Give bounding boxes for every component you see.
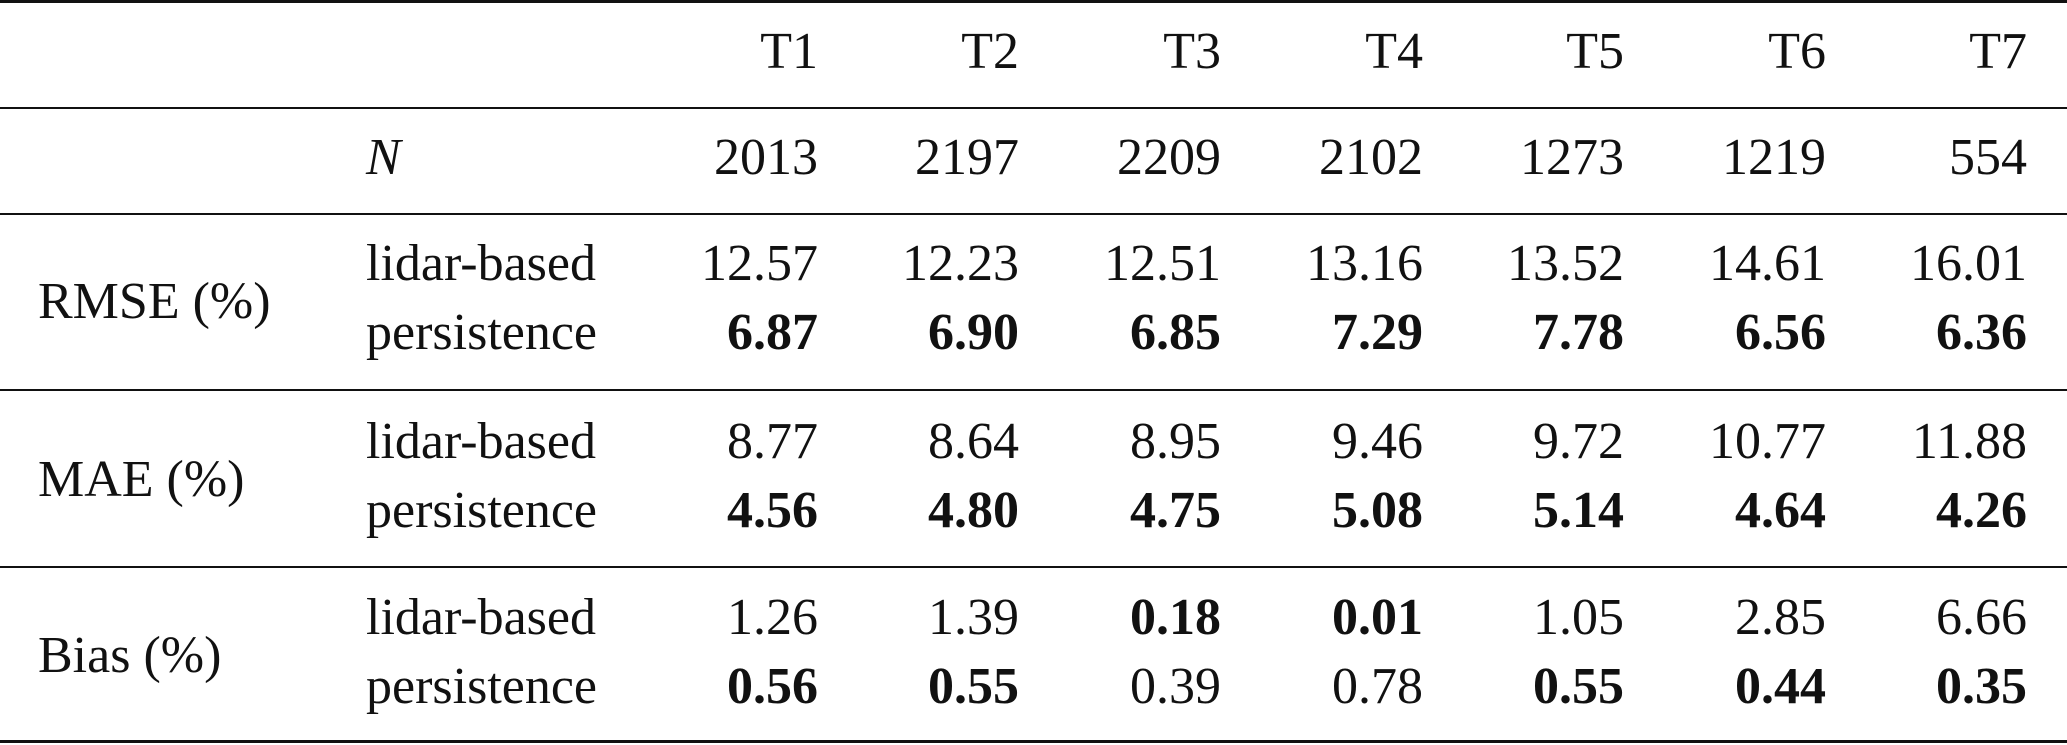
value-cell: 0.55	[928, 658, 1019, 715]
value-cell: 0.55	[1533, 658, 1624, 715]
value-cell: 12.23	[902, 235, 1019, 292]
value-cell: 6.56	[1735, 304, 1826, 361]
value-cell: 9.46	[1332, 413, 1423, 470]
value-cell: 12.51	[1104, 235, 1221, 292]
column-header: T6	[1768, 23, 1826, 80]
method-label: persistence	[366, 482, 598, 539]
method-label: persistence	[366, 304, 598, 361]
value-cell: 0.44	[1735, 658, 1826, 715]
value-cell: 8.77	[727, 413, 818, 470]
method-label: persistence	[366, 658, 598, 715]
value-cell: 13.52	[1507, 235, 1624, 292]
mae-rule	[0, 566, 2067, 568]
value-cell: 10.77	[1709, 413, 1826, 470]
value-cell: 6.85	[1130, 304, 1221, 361]
metric-label: Bias (%)	[38, 627, 222, 684]
n-value-cell: 2102	[1319, 129, 1423, 186]
value-cell: 6.87	[727, 304, 818, 361]
rmse-rule	[0, 389, 2067, 391]
value-cell: 4.75	[1130, 482, 1221, 539]
top-rule	[0, 0, 2067, 3]
column-header: T2	[961, 23, 1019, 80]
value-cell: 6.66	[1936, 589, 2027, 646]
n-row-rule	[0, 213, 2067, 215]
value-cell: 0.18	[1130, 589, 1221, 646]
value-cell: 4.56	[727, 482, 818, 539]
column-header: T7	[1969, 23, 2027, 80]
header-rule	[0, 107, 2067, 109]
n-value-cell: 1219	[1722, 129, 1826, 186]
value-cell: 11.88	[1911, 413, 2027, 470]
value-cell: 2.85	[1735, 589, 1826, 646]
value-cell: 8.64	[928, 413, 1019, 470]
column-header: T5	[1566, 23, 1624, 80]
value-cell: 1.05	[1533, 589, 1624, 646]
value-cell: 0.56	[727, 658, 818, 715]
value-cell: 0.78	[1332, 658, 1423, 715]
value-cell: 0.35	[1936, 658, 2027, 715]
column-header: T1	[760, 23, 818, 80]
metric-label: MAE (%)	[38, 451, 245, 508]
n-value-cell: 1273	[1520, 129, 1624, 186]
n-row-label: N	[366, 129, 401, 186]
value-cell: 4.26	[1936, 482, 2027, 539]
n-value-cell: 2013	[714, 129, 818, 186]
value-cell: 4.64	[1735, 482, 1826, 539]
value-cell: 5.08	[1332, 482, 1423, 539]
value-cell: 6.36	[1936, 304, 2027, 361]
n-value-cell: 2209	[1117, 129, 1221, 186]
n-value-cell: 2197	[915, 129, 1019, 186]
value-cell: 12.57	[701, 235, 818, 292]
value-cell: 4.80	[928, 482, 1019, 539]
value-cell: 6.90	[928, 304, 1019, 361]
value-cell: 5.14	[1533, 482, 1624, 539]
value-cell: 8.95	[1130, 413, 1221, 470]
value-cell: 7.29	[1332, 304, 1423, 361]
value-cell: 7.78	[1533, 304, 1624, 361]
n-value-cell: 554	[1949, 129, 2027, 186]
column-header: T4	[1365, 23, 1423, 80]
value-cell: 14.61	[1709, 235, 1826, 292]
value-cell: 9.72	[1533, 413, 1624, 470]
value-cell: 1.26	[727, 589, 818, 646]
method-label: lidar-based	[366, 589, 596, 646]
value-cell: 13.16	[1306, 235, 1423, 292]
metric-label: RMSE (%)	[38, 273, 271, 330]
method-label: lidar-based	[366, 235, 596, 292]
value-cell: 0.01	[1332, 589, 1423, 646]
value-cell: 0.39	[1130, 658, 1221, 715]
column-header: T3	[1163, 23, 1221, 80]
bottom-rule	[0, 740, 2067, 743]
value-cell: 16.01	[1910, 235, 2027, 292]
value-cell: 1.39	[928, 589, 1019, 646]
method-label: lidar-based	[366, 413, 596, 470]
